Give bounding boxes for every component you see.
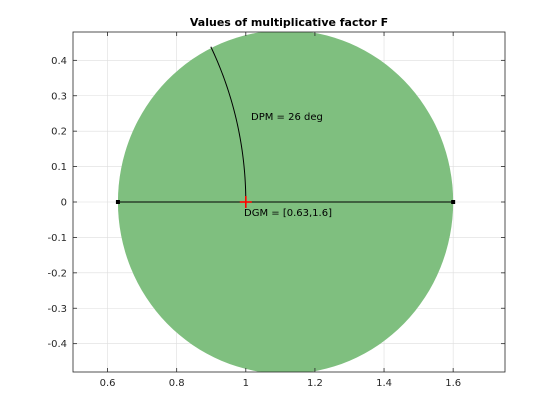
- x-tick-label: 0.8: [169, 378, 185, 389]
- y-tick-label: -0.4: [47, 339, 67, 350]
- y-tick-label: 0.4: [51, 56, 67, 67]
- y-tick-label: 0.1: [51, 162, 67, 173]
- axis-ticks: 0.6 0.8 1 1.2 1.4 1.6 0.4 0.3 0.2 0.1 0 -0.1 -0.2 -0.…: [47, 32, 505, 389]
- gain-segment-left-marker: [115, 200, 120, 204]
- y-tick-label: -0.3: [47, 304, 67, 315]
- y-tick-label: -0.1: [47, 233, 67, 244]
- x-tick-label: 1.2: [307, 378, 323, 389]
- x-tick-label: 1.4: [376, 378, 392, 389]
- chart-title: Values of multiplicative factor F: [190, 16, 388, 29]
- y-tick-label: 0: [61, 198, 67, 209]
- dgm-annotation: DGM = [0.63,1.6]: [244, 208, 332, 219]
- x-tick-label: 1.6: [445, 378, 461, 389]
- gain-segment-right-marker: [451, 200, 456, 204]
- x-tick-label: 1: [243, 378, 249, 389]
- y-tick-label: 0.2: [51, 127, 67, 138]
- y-tick-label: 0.3: [51, 91, 67, 102]
- x-tick-label: 0.6: [100, 378, 116, 389]
- y-tick-label: -0.2: [47, 268, 67, 279]
- dpm-annotation: DPM = 26 deg: [251, 112, 323, 123]
- nominal-point-marker: [239, 196, 252, 208]
- phase-margin-arc: [210, 46, 247, 203]
